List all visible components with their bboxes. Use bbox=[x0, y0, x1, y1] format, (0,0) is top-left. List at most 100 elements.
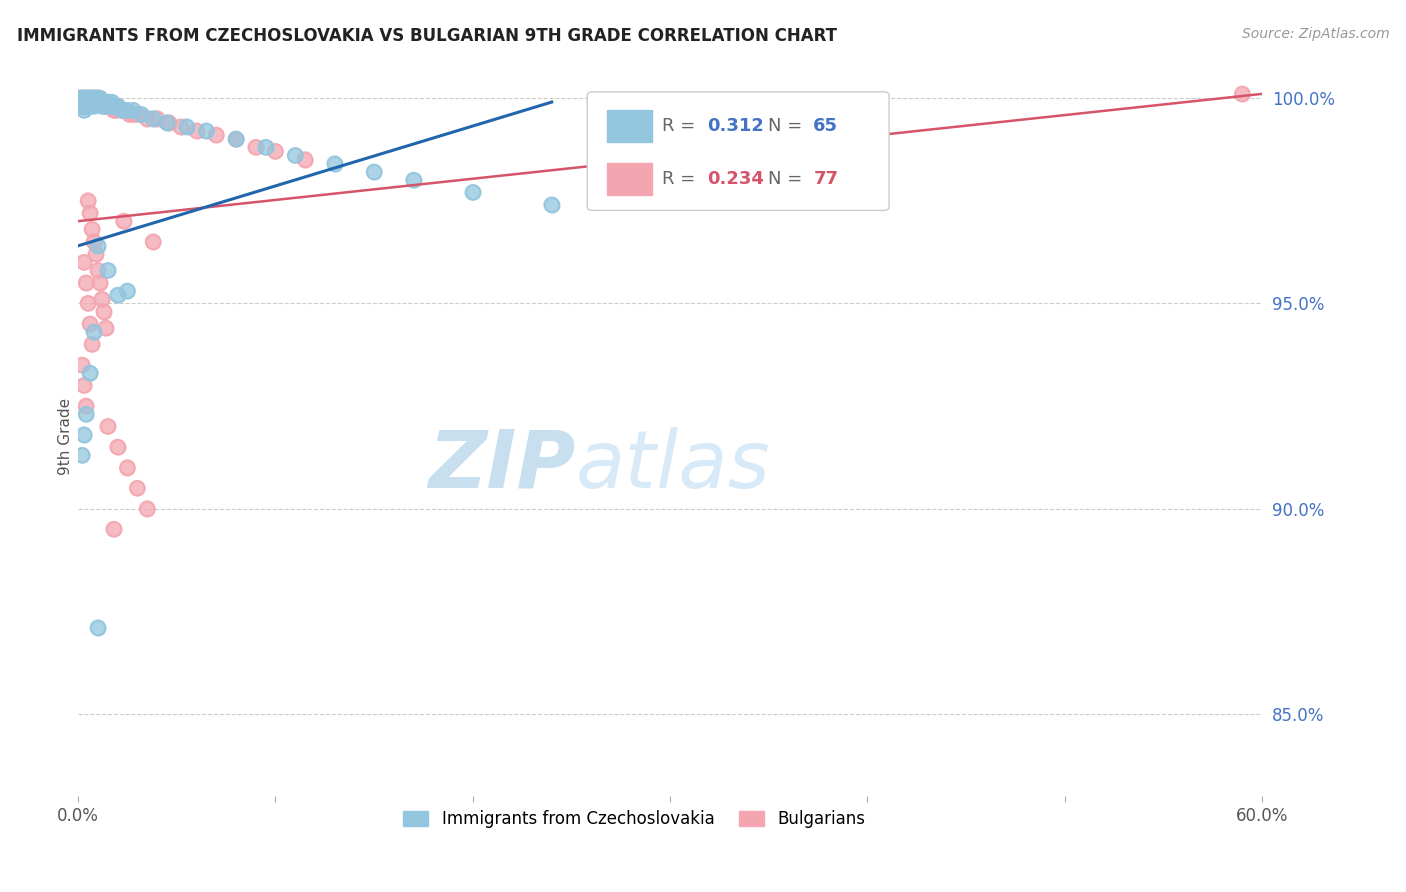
Point bbox=[80, 91, 103, 105]
Point bbox=[80, 337, 103, 351]
Point bbox=[146, 112, 169, 126]
Point bbox=[77, 95, 100, 109]
Point bbox=[70, 91, 93, 105]
Point bbox=[73, 95, 96, 109]
Text: 77: 77 bbox=[813, 170, 838, 188]
Point bbox=[402, 173, 425, 187]
Point bbox=[75, 95, 97, 109]
Point bbox=[75, 99, 97, 113]
Text: ZIP: ZIP bbox=[427, 426, 575, 505]
Point bbox=[73, 103, 96, 118]
Text: IMMIGRANTS FROM CZECHOSLOVAKIA VS BULGARIAN 9TH GRADE CORRELATION CHART: IMMIGRANTS FROM CZECHOSLOVAKIA VS BULGAR… bbox=[17, 27, 837, 45]
Point bbox=[89, 276, 111, 290]
Point bbox=[103, 99, 125, 113]
Point bbox=[107, 99, 129, 113]
Point bbox=[176, 120, 198, 134]
Point bbox=[79, 99, 101, 113]
Point bbox=[136, 112, 159, 126]
Text: atlas: atlas bbox=[575, 426, 770, 505]
Point bbox=[323, 156, 346, 170]
Point bbox=[114, 103, 136, 118]
Point bbox=[118, 107, 141, 121]
Point bbox=[90, 292, 112, 306]
Point bbox=[87, 621, 110, 635]
Point bbox=[103, 103, 125, 118]
Point bbox=[75, 276, 97, 290]
Point bbox=[75, 276, 97, 290]
Point bbox=[70, 448, 93, 462]
Point bbox=[98, 99, 121, 113]
Point bbox=[79, 91, 101, 105]
Point bbox=[225, 132, 247, 146]
Point bbox=[89, 91, 111, 105]
Point bbox=[127, 107, 149, 121]
Point bbox=[225, 132, 247, 146]
Point bbox=[117, 103, 139, 118]
Point bbox=[245, 140, 267, 154]
Point bbox=[77, 91, 100, 105]
Point bbox=[93, 304, 115, 318]
Point bbox=[77, 99, 100, 113]
Point bbox=[205, 128, 228, 142]
FancyBboxPatch shape bbox=[607, 162, 652, 195]
Point bbox=[75, 91, 97, 105]
Point bbox=[84, 91, 107, 105]
Point bbox=[90, 95, 112, 109]
Point bbox=[79, 95, 101, 109]
Point bbox=[94, 99, 117, 113]
Point bbox=[77, 91, 100, 105]
Point bbox=[87, 91, 110, 105]
Point bbox=[75, 407, 97, 421]
Point bbox=[83, 95, 105, 109]
Point bbox=[97, 263, 120, 277]
Point bbox=[70, 91, 93, 105]
Point bbox=[69, 95, 91, 109]
Point bbox=[540, 198, 562, 212]
Point bbox=[79, 91, 101, 105]
Point bbox=[107, 288, 129, 302]
Point bbox=[97, 95, 120, 109]
Point bbox=[89, 95, 111, 109]
Point bbox=[699, 95, 721, 109]
Point bbox=[83, 99, 105, 113]
Point bbox=[69, 99, 91, 113]
Point bbox=[122, 107, 145, 121]
Point bbox=[79, 91, 101, 105]
Point bbox=[264, 145, 287, 159]
Point bbox=[79, 206, 101, 220]
Point bbox=[70, 95, 93, 109]
Point bbox=[79, 317, 101, 331]
Point bbox=[79, 366, 101, 380]
Point bbox=[83, 99, 105, 113]
Point bbox=[75, 99, 97, 113]
Point bbox=[83, 91, 105, 105]
Point bbox=[98, 99, 121, 113]
Point bbox=[89, 276, 111, 290]
Point bbox=[112, 214, 135, 228]
Point bbox=[73, 95, 96, 109]
Point bbox=[75, 99, 97, 113]
Point bbox=[79, 206, 101, 220]
Point bbox=[225, 132, 247, 146]
Point bbox=[83, 95, 105, 109]
Point bbox=[80, 95, 103, 109]
Point bbox=[98, 99, 121, 113]
Point bbox=[87, 95, 110, 109]
Point bbox=[70, 91, 93, 105]
Point bbox=[79, 95, 101, 109]
Point bbox=[89, 95, 111, 109]
Point bbox=[107, 99, 129, 113]
Point bbox=[110, 103, 132, 118]
Point bbox=[129, 107, 152, 121]
Point bbox=[87, 91, 110, 105]
Point bbox=[75, 91, 97, 105]
Point bbox=[156, 115, 179, 129]
Text: 0.234: 0.234 bbox=[707, 170, 763, 188]
Point bbox=[83, 91, 105, 105]
Point bbox=[80, 337, 103, 351]
Point bbox=[70, 99, 93, 113]
Text: N =: N = bbox=[768, 170, 808, 188]
Point bbox=[70, 99, 93, 113]
FancyBboxPatch shape bbox=[607, 110, 652, 142]
Text: R =: R = bbox=[662, 170, 700, 188]
